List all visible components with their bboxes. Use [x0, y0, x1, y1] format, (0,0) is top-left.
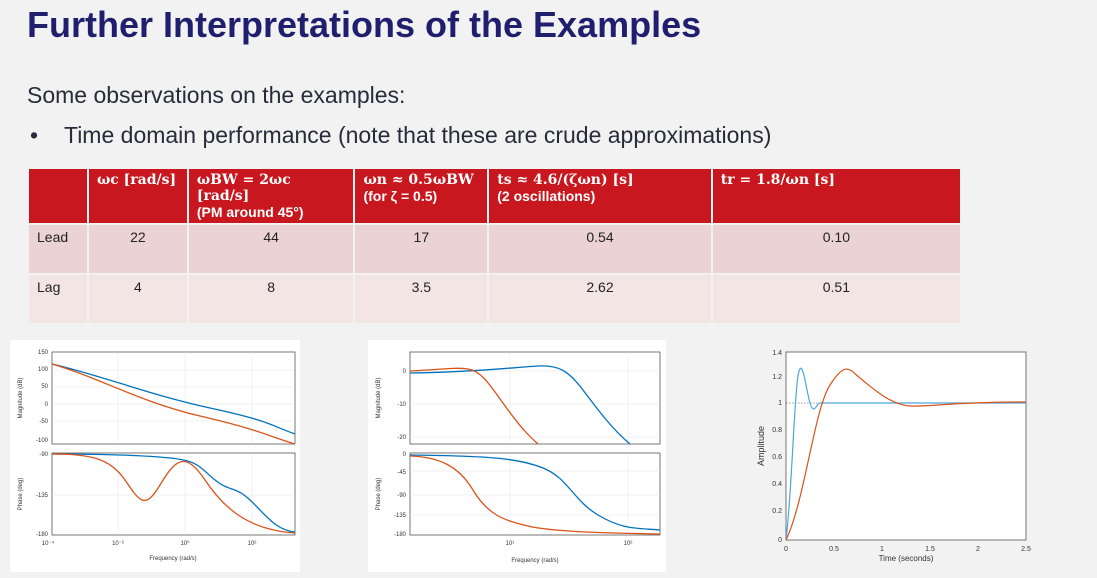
row-label: Lead — [29, 225, 87, 273]
x-tick: 2 — [976, 546, 980, 553]
phase-axis-label: Phase (deg) — [18, 478, 24, 511]
phase-tick: -180 — [394, 532, 407, 538]
mag-tick: 0 — [45, 402, 49, 408]
table-cell: 2.62 — [489, 275, 711, 323]
x-axis-label: Frequency (rad/s) — [511, 558, 558, 564]
mag-tick: -100 — [36, 438, 49, 444]
table-header-cell: ωBW = 2ωc [rad/s] (PM around 45°) — [188, 169, 354, 223]
x-tick: 1 — [880, 546, 884, 553]
bullet-dot: • — [30, 122, 39, 148]
x-tick: 0.5 — [829, 546, 839, 553]
header-line1: ωBW = 2ωc [rad/s] — [196, 172, 291, 204]
y-tick: 1 — [778, 400, 782, 407]
performance-table: ωc [rad/s] ωBW = 2ωc [rad/s] (PM around 4… — [27, 167, 962, 325]
mag-tick: 0 — [403, 369, 407, 375]
table-cell: 3.5 — [355, 275, 488, 323]
table-header-cell: tr = 1.8/ωn [s] — [712, 169, 960, 223]
header-line1: ts ≈ 4.6/(ζωn) [s] — [497, 172, 634, 188]
table-cell: 4 — [88, 275, 187, 323]
lag-magnitude-curve — [51, 363, 296, 445]
phase-axis-label: Phase (deg) — [376, 478, 382, 511]
lag-phase-curve — [51, 453, 296, 534]
table-cell: 22 — [88, 225, 187, 273]
phase-tick: -135 — [394, 513, 407, 519]
x-tick: 0 — [784, 546, 788, 553]
table-header-cell: ωc [rad/s] — [88, 169, 187, 223]
x-tick: 10² — [624, 541, 633, 547]
magnitude-axes — [51, 351, 296, 445]
header-line2: (for ζ = 0.5) — [363, 188, 438, 204]
table-cell: 8 — [188, 275, 354, 323]
magnitude-axes — [409, 351, 661, 445]
table-cell: 0.51 — [712, 275, 960, 323]
header-line1: tr = 1.8/ωn [s] — [720, 172, 836, 188]
lag-step-curve — [785, 368, 1027, 541]
slide-subtitle: Some observations on the examples: — [27, 82, 406, 108]
x-tick: 10⁻⁴ — [42, 540, 55, 547]
table-cell: 44 — [188, 225, 354, 273]
header-line2: (2 oscillations) — [497, 188, 596, 204]
lag-magnitude-curve — [409, 367, 539, 445]
x-tick: 10⁰ — [180, 540, 190, 547]
phase-tick: -90 — [397, 493, 406, 499]
y-tick: 1.2 — [772, 374, 782, 381]
header-line1: ωn ≈ 0.5ωBW — [363, 172, 474, 188]
table-header-row: ωc [rad/s] ωBW = 2ωc [rad/s] (PM around 4… — [29, 169, 960, 223]
x-tick: 10¹ — [506, 541, 515, 547]
bullet-text: Time domain performance (note that these… — [64, 122, 772, 148]
y-tick: 0 — [778, 537, 782, 544]
lead-magnitude-curve — [51, 363, 296, 435]
y-tick: 0.6 — [772, 454, 782, 461]
phase-tick: -45 — [397, 470, 406, 476]
x-tick: 10² — [248, 541, 257, 547]
x-axis-label: Time (seconds) — [879, 554, 934, 563]
table-header-cell: ts ≈ 4.6/(ζωn) [s] (2 oscillations) — [489, 169, 711, 223]
table-header-cell: ωn ≈ 0.5ωBW (for ζ = 0.5) — [355, 169, 488, 223]
bode-plot-lag-lead-wide: 150 100 50 0 -50 -100 -90 -135 -180 10⁻⁴… — [10, 340, 300, 572]
phase-tick: -135 — [36, 493, 49, 499]
lead-step-curve — [785, 367, 1026, 541]
bode-plot-lag-lead-zoom: 0 -10 -20 0 -45 -90 -135 -180 10¹ 10² Fr… — [368, 340, 666, 572]
table-cell: 0.54 — [489, 225, 711, 273]
mag-tick: 100 — [38, 367, 49, 373]
table-row: Lag 4 8 3.5 2.62 0.51 — [29, 275, 960, 323]
table-cell: 0.10 — [712, 225, 960, 273]
y-tick: 0.4 — [772, 481, 782, 488]
x-tick: 10⁻² — [112, 541, 124, 547]
phase-tick: -180 — [36, 532, 49, 538]
mag-tick: -50 — [39, 419, 48, 425]
y-tick: 0.2 — [772, 508, 782, 515]
lead-phase-curve — [409, 454, 661, 531]
lead-magnitude-curve — [409, 365, 631, 445]
table-row: Lead 22 44 17 0.54 0.10 — [29, 225, 960, 273]
mag-tick: -10 — [397, 402, 406, 408]
magnitude-axis-label: Magnitude (dB) — [376, 377, 382, 418]
x-tick: 2.5 — [1021, 546, 1031, 553]
slide-title: Further Interpretations of the Examples — [27, 4, 702, 45]
mag-tick: 150 — [38, 350, 49, 356]
header-line1: ωc [rad/s] — [96, 172, 177, 188]
phase-tick: -90 — [39, 452, 48, 458]
mag-tick: -20 — [397, 435, 406, 441]
lead-phase-curve — [51, 453, 296, 533]
phase-tick: 0 — [403, 452, 407, 458]
y-tick: 0.8 — [772, 427, 782, 434]
magnitude-axis-label: Magnitude (dB) — [18, 377, 24, 418]
header-line2: (PM around 45°) — [196, 204, 304, 220]
table-header-cell — [29, 169, 87, 223]
mag-tick: 50 — [41, 384, 48, 390]
y-axis-label: Amplitude — [756, 426, 766, 466]
lag-phase-curve — [409, 455, 661, 535]
phase-axes — [51, 452, 296, 536]
y-tick: 1.4 — [772, 350, 782, 357]
step-axes — [785, 351, 1027, 541]
x-axis-label: Frequency (rad/s) — [149, 556, 196, 562]
step-response-plot: 1.4 1.2 1 0.8 0.6 0.4 0.2 0 0 0.5 1 1.5 … — [750, 340, 1050, 572]
row-label: Lag — [29, 275, 87, 323]
x-tick: 1.5 — [925, 546, 935, 553]
table-cell: 17 — [355, 225, 488, 273]
